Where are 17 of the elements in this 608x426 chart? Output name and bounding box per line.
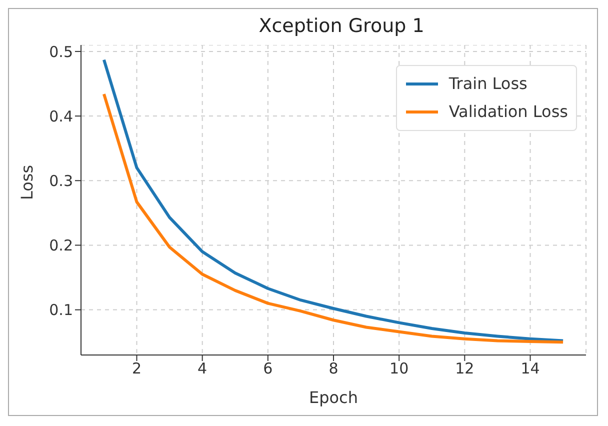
legend-label: Validation Loss bbox=[448, 101, 568, 123]
x-axis-title: Epoch bbox=[309, 388, 358, 407]
x-tick-label: 10 bbox=[390, 360, 409, 378]
y-tick-label: 0.3 bbox=[49, 172, 73, 190]
x-tick-label: 14 bbox=[520, 360, 540, 378]
x-tick-label: 4 bbox=[198, 360, 208, 378]
y-tick-label: 0.1 bbox=[49, 301, 73, 320]
y-axis-title: Loss bbox=[18, 164, 37, 200]
legend-label: Train Loss bbox=[448, 73, 528, 95]
x-tick-label: 2 bbox=[132, 360, 142, 378]
x-tick-label: 6 bbox=[263, 360, 273, 378]
x-tick-label: 8 bbox=[328, 360, 338, 378]
y-tick-label: 0.2 bbox=[49, 236, 73, 255]
x-tick-label: 12 bbox=[455, 360, 474, 378]
y-tick-label: 0.5 bbox=[49, 42, 73, 61]
chart-title: Xception Group 1 bbox=[258, 15, 426, 37]
y-tick-label: 0.4 bbox=[49, 107, 73, 126]
